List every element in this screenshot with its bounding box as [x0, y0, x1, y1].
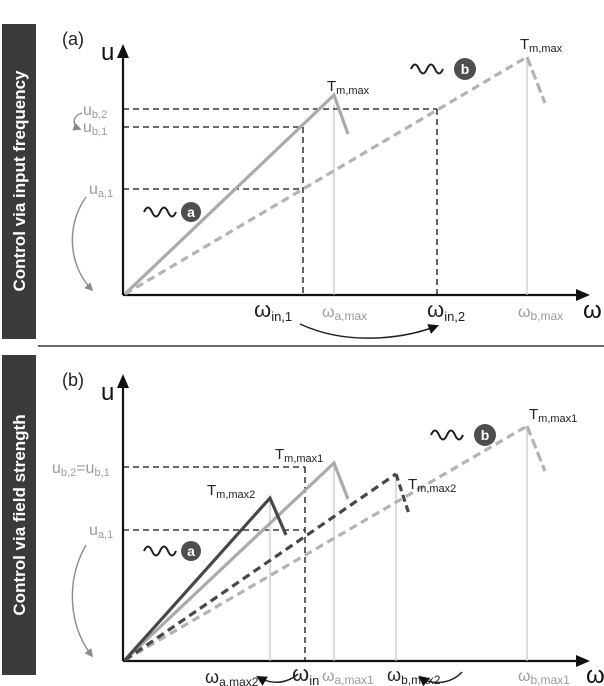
tlabel-b: Tm,max: [520, 36, 563, 55]
x-axis-title-b: ω: [586, 662, 604, 686]
tlabel-a-max2: Tm,max2: [207, 482, 255, 501]
xlabel-a-max1: ωa,max1: [322, 668, 374, 686]
y-axis-title-b: u: [101, 379, 114, 406]
badge-b: [454, 58, 476, 80]
y-axis-arrow-a: [117, 44, 129, 58]
source-a-icon: a: [143, 202, 201, 222]
badge-b-b: [474, 424, 496, 446]
wave-b-icon: [410, 63, 444, 75]
curve-b-drop: [525, 56, 547, 104]
wave-a-icon-b: [143, 545, 177, 557]
curve-a-max2: [123, 495, 288, 662]
source-b-icon: b: [410, 58, 476, 80]
tlabel-a-max1: Tm,max1: [275, 446, 323, 465]
xlabel-a-max2: ωa,max2: [205, 667, 259, 686]
ylabel-ub2-ub1: ub,2=ub,1: [52, 460, 110, 479]
side-label-a: Control via input frequency: [10, 70, 29, 292]
side-label-b: Control via field strength: [10, 414, 29, 615]
y-axis-arrow-b: [117, 374, 129, 388]
x-axis-arrow-b: [576, 655, 590, 667]
ylabel-ub1: ub,1: [83, 119, 107, 138]
source-a-icon-b: a: [143, 541, 201, 561]
badge-a-b: [181, 541, 201, 561]
tlabel-b-max2: Tm,max2: [408, 476, 456, 495]
panel-a: Control via input frequency (a) u ω ub,2…: [2, 24, 602, 339]
badge-a-label: a: [187, 204, 195, 220]
tlabel-a: Tm,max: [327, 78, 370, 97]
panel-label-a: (a): [62, 29, 84, 49]
left-arrow-ua-b: [71, 544, 94, 658]
xlabel-a-max: ωa,max: [322, 304, 367, 323]
left-arrow-ua: [71, 196, 94, 292]
curve-b-max2-drop: [394, 473, 411, 515]
wave-b-icon-b: [430, 429, 464, 441]
xlabel-b-max: ωb,max: [518, 304, 563, 323]
ylabel-ub2: ub,2: [83, 102, 107, 121]
bottom-arrow-left: [256, 673, 299, 686]
curve-a-max1: [123, 460, 350, 662]
curve-b-max2: [124, 472, 397, 662]
badge-b-label: b: [461, 61, 470, 77]
badge-a-label-b: a: [187, 543, 195, 559]
side-band-b: [2, 355, 36, 675]
source-b-icon-b: b: [430, 424, 496, 446]
bottom-arrow-right: [418, 671, 463, 686]
ylabel-ua1-b: ua,1: [89, 522, 113, 541]
xlabel-in2: ωin,2: [427, 297, 465, 324]
badge-a: [181, 202, 201, 222]
panel-label-b: (b): [62, 370, 84, 390]
bottom-arrow-a: [299, 323, 439, 339]
wave-a-icon: [143, 206, 177, 218]
x-axis-title-a: ω: [583, 297, 602, 324]
curve-b-max1-drop: [525, 425, 547, 472]
left-arrow-ub: [72, 112, 83, 131]
xlabel-in: ωin: [292, 661, 319, 686]
panel-b: Control via field strength (b) u ω ub,2=…: [2, 355, 604, 686]
tlabel-b-max1: Tm,max1: [529, 406, 577, 425]
x-axis-arrow-a: [576, 289, 590, 301]
xlabel-b-max1: ωb,max1: [518, 668, 570, 686]
y-axis-title-a: u: [101, 39, 114, 66]
ylabel-ua1: ua,1: [89, 181, 113, 200]
side-band-a: [2, 24, 36, 339]
curve-b: [124, 55, 528, 296]
xlabel-in1: ωin,1: [254, 297, 292, 324]
curve-a: [123, 92, 350, 296]
badge-b-label-b: b: [481, 427, 490, 443]
